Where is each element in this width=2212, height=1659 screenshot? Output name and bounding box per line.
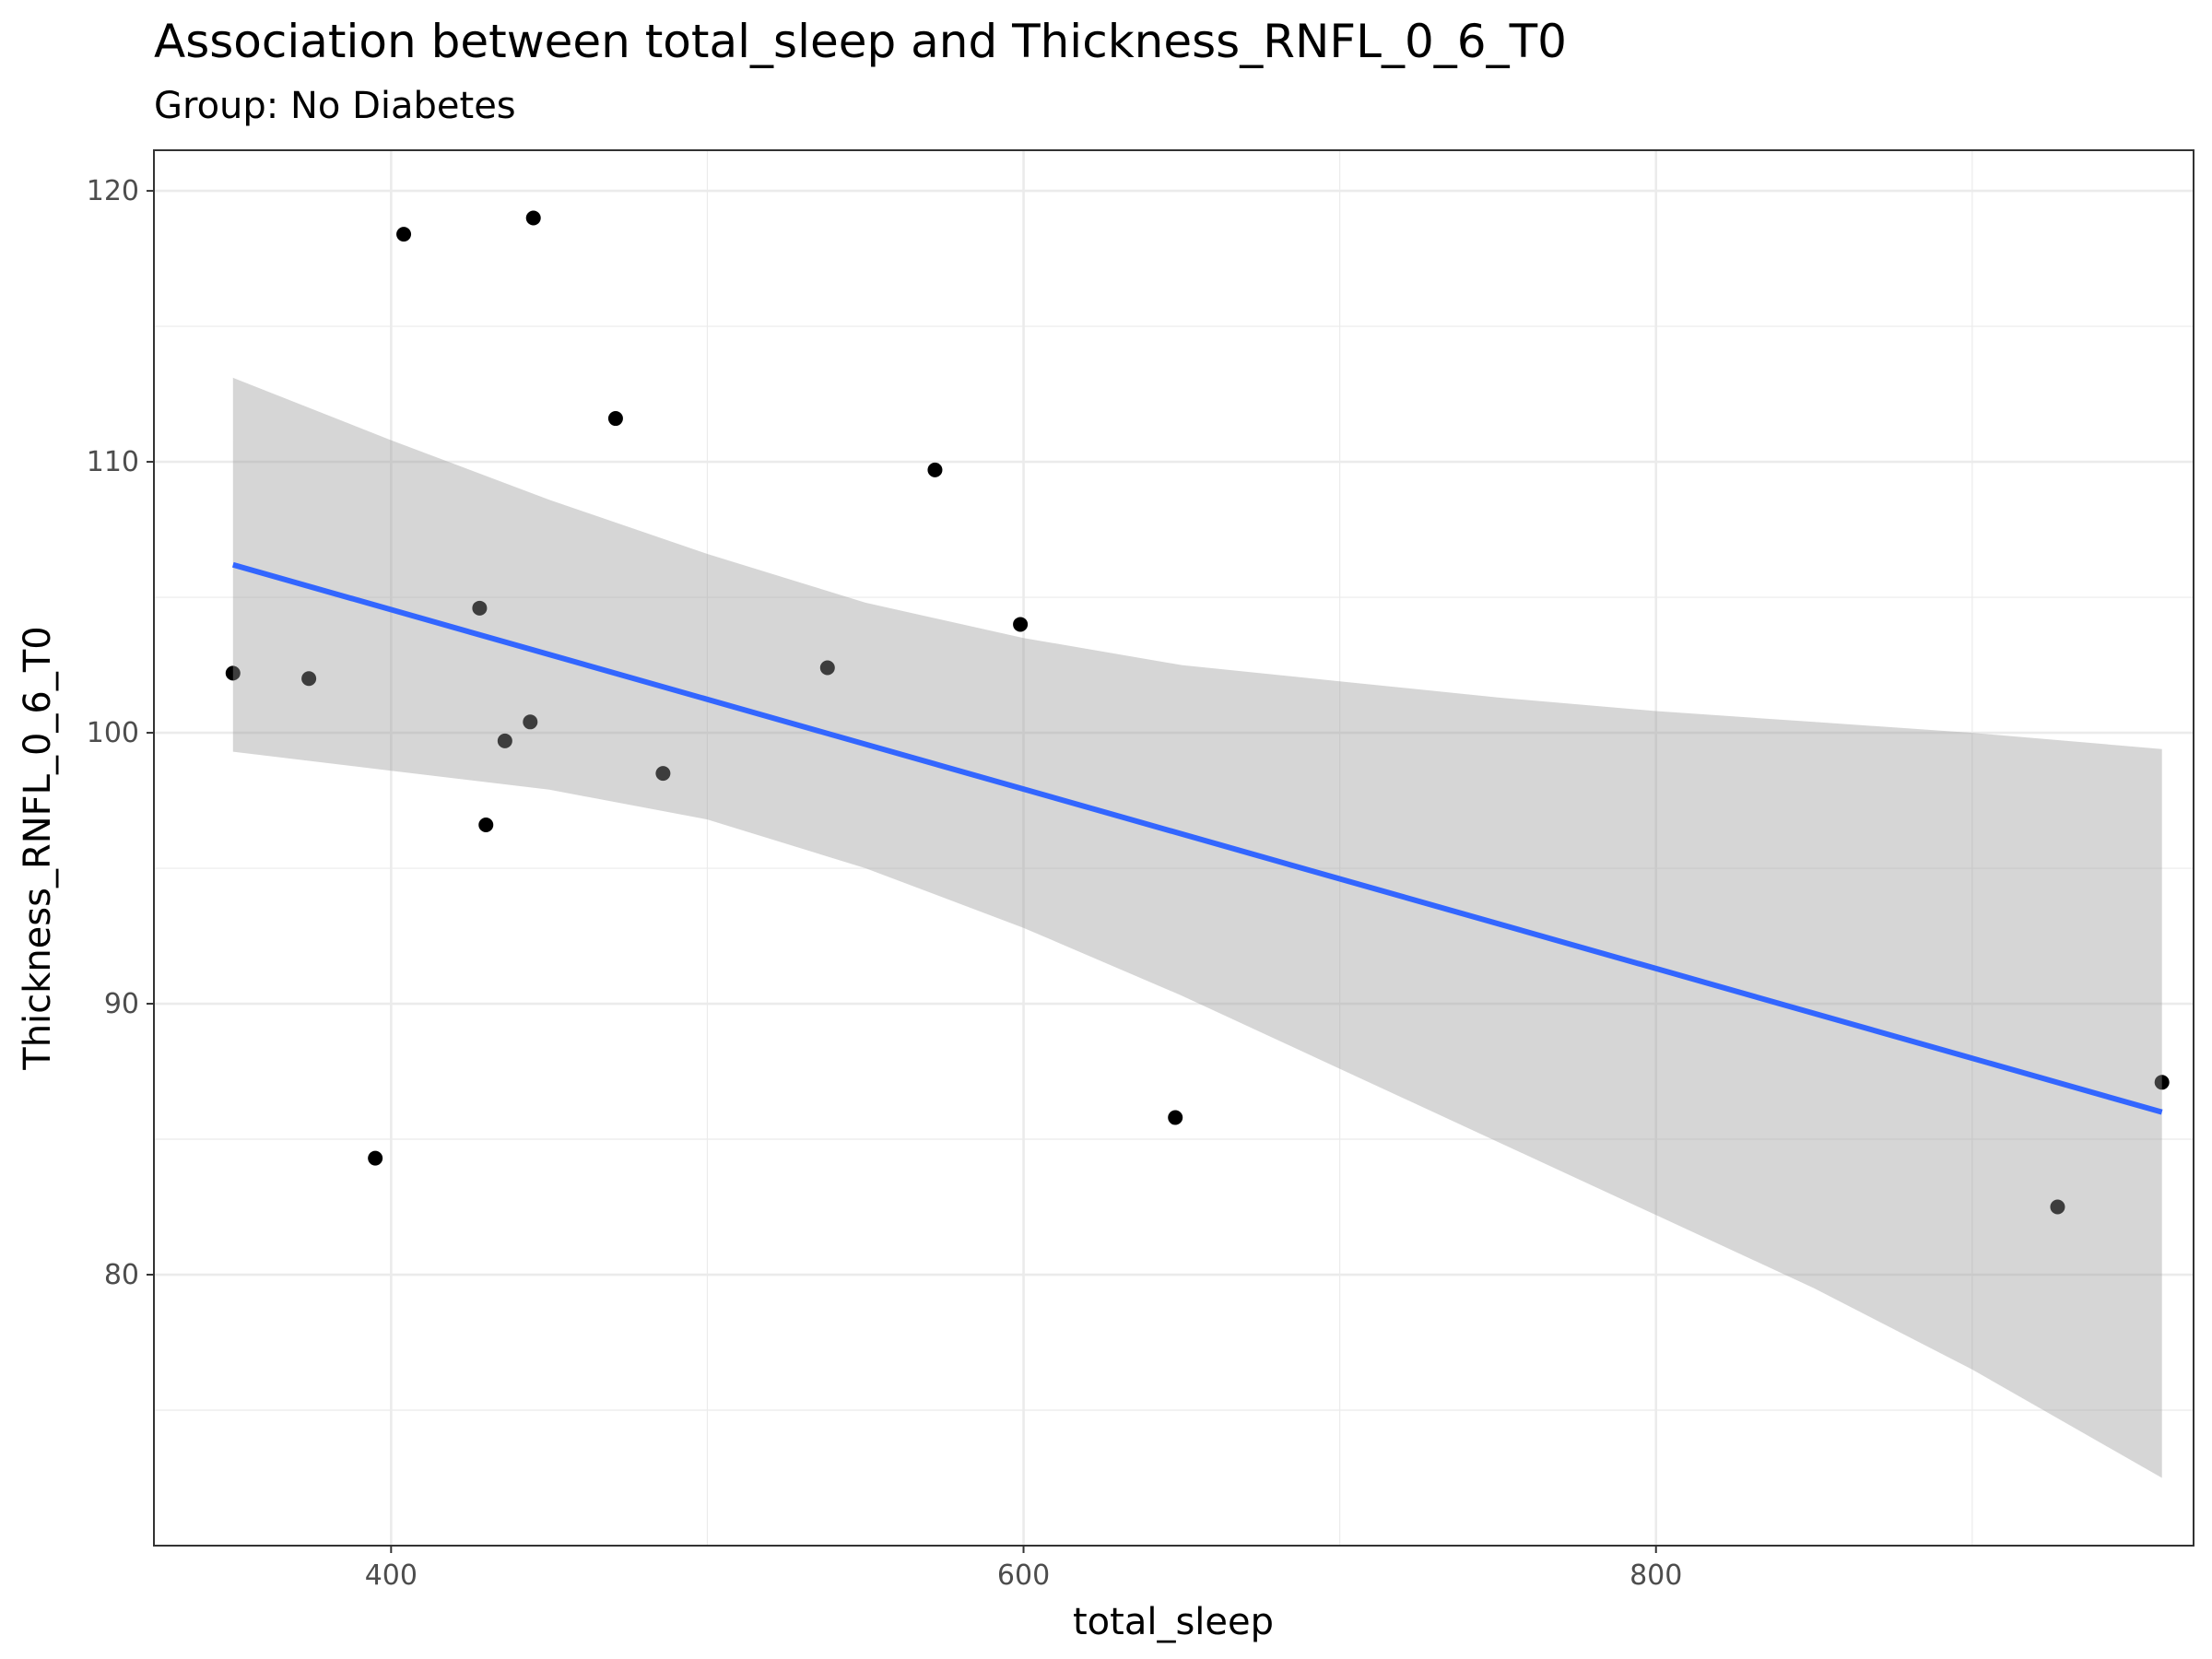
- plot-panel-border: [153, 149, 2194, 1547]
- chart-subtitle: Group: No Diabetes: [154, 85, 516, 127]
- minor-gridlines: [154, 150, 2194, 1546]
- data-point: [225, 665, 241, 681]
- confidence-band: [232, 377, 2162, 1478]
- y-tick-label: 90: [104, 988, 139, 1020]
- y-tick-label: 80: [104, 1259, 139, 1291]
- data-points: [225, 210, 2170, 1215]
- data-point: [396, 227, 412, 242]
- plot-panel-background: [154, 150, 2194, 1546]
- data-point: [523, 714, 538, 730]
- data-point: [607, 411, 623, 427]
- y-axis-ticks: 80 90 100 110 120: [87, 175, 154, 1291]
- data-point: [927, 462, 943, 477]
- data-point: [2154, 1075, 2170, 1090]
- data-point: [1168, 1110, 1183, 1125]
- data-point: [819, 660, 835, 676]
- data-point: [525, 210, 541, 226]
- x-axis-ticks: 400 600 800: [365, 1546, 1682, 1592]
- data-point: [301, 671, 317, 687]
- y-axis-label: Thickness_RNFL_0_6_T0: [17, 626, 59, 1070]
- major-gridlines: [154, 150, 2194, 1546]
- x-tick-label: 600: [997, 1559, 1050, 1592]
- data-point: [2050, 1199, 2065, 1215]
- data-point: [478, 818, 494, 833]
- data-point: [1013, 617, 1029, 632]
- x-tick-label: 400: [365, 1559, 418, 1592]
- y-tick-label: 110: [87, 446, 139, 478]
- data-point: [655, 766, 671, 782]
- y-tick-label: 100: [87, 717, 139, 749]
- data-point: [368, 1150, 383, 1166]
- x-tick-label: 800: [1630, 1559, 1682, 1592]
- chart-title: Association between total_sleep and Thic…: [154, 15, 1567, 68]
- data-point: [497, 733, 512, 748]
- regression-line: [231, 561, 2163, 1115]
- x-axis-label: total_sleep: [1073, 1601, 1274, 1643]
- data-point: [472, 600, 488, 616]
- y-tick-label: 120: [87, 175, 139, 207]
